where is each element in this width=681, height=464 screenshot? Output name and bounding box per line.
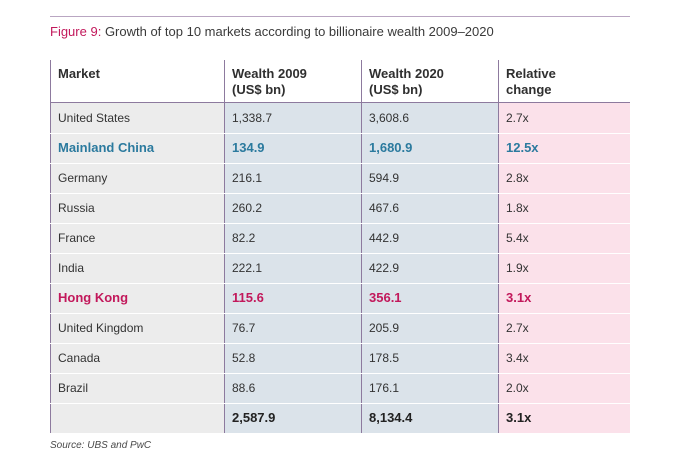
- table-cell-market: Germany: [58, 171, 108, 185]
- header-wealth-2020: Wealth 2020 (US$ bn): [369, 66, 444, 98]
- row-separator: [50, 163, 630, 164]
- table-cell-w2020: 467.6: [369, 201, 400, 215]
- table-cell-market: France: [58, 231, 96, 245]
- column-divider: [498, 60, 499, 433]
- row-separator: [50, 403, 630, 404]
- header-wealth-2009-line2: (US$ bn): [232, 82, 286, 97]
- source-note: Source: UBS and PwC: [50, 440, 152, 451]
- table-cell-w2020: 176.1: [369, 381, 400, 395]
- table-cell-rel: 3.4x: [506, 351, 529, 365]
- figure-title: Figure 9: Growth of top 10 markets accor…: [50, 24, 494, 39]
- table-cell-rel: 1.8x: [506, 201, 529, 215]
- table-cell-rel: 2.7x: [506, 111, 529, 125]
- row-separator: [50, 313, 630, 314]
- row-separator: [50, 373, 630, 374]
- table-cell-w2020: 1,680.9: [369, 140, 413, 155]
- table-cell-w2009: 222.1: [232, 261, 263, 275]
- row-separator: [50, 283, 630, 284]
- table-cell-market: Brazil: [58, 381, 89, 395]
- wealth-2020-column-bg: [361, 103, 498, 433]
- column-divider: [361, 60, 362, 433]
- table-cell-w2020: 594.9: [369, 171, 400, 185]
- total-cell-w2020: 8,134.4: [369, 410, 413, 425]
- header-relative-line1: Relative: [506, 66, 556, 81]
- table-cell-w2009: 134.9: [232, 140, 265, 155]
- table-cell-market: Canada: [58, 351, 101, 365]
- row-separator: [50, 223, 630, 224]
- table-cell-rel: 2.7x: [506, 321, 529, 335]
- table-cell-rel: 1.9x: [506, 261, 529, 275]
- header-wealth-2009-line1: Wealth 2009: [232, 66, 307, 81]
- table-cell-market: Russia: [58, 201, 95, 215]
- table-cell-w2020: 205.9: [369, 321, 400, 335]
- header-market: Market: [58, 66, 100, 81]
- market-column-bg: [50, 103, 224, 433]
- relative-column-bg: [498, 103, 630, 433]
- table-cell-w2009: 52.8: [232, 351, 256, 365]
- row-separator: [50, 133, 630, 134]
- top-rule: [50, 16, 630, 17]
- table-cell-market: India: [58, 261, 85, 275]
- table-cell-rel: 2.8x: [506, 171, 529, 185]
- table-cell-market: Mainland China: [58, 140, 155, 155]
- table-cell-market: United States: [58, 111, 131, 125]
- table-cell-rel: 5.4x: [506, 231, 529, 245]
- figure-label: Figure 9:: [50, 24, 102, 39]
- table-cell-w2009: 76.7: [232, 321, 256, 335]
- column-divider: [50, 60, 51, 433]
- header-relative-line2: change: [506, 82, 552, 97]
- table-cell-w2009: 260.2: [232, 201, 263, 215]
- row-separator: [50, 343, 630, 344]
- header-wealth-2009: Wealth 2009 (US$ bn): [232, 66, 307, 98]
- wealth-2009-column-bg: [224, 103, 361, 433]
- table-cell-w2009: 216.1: [232, 171, 263, 185]
- table-cell-market: United Kingdom: [58, 321, 144, 335]
- header-rule: [50, 102, 630, 103]
- total-cell-rel: 3.1x: [506, 410, 532, 425]
- table-cell-w2020: 422.9: [369, 261, 400, 275]
- table-cell-w2009: 115.6: [232, 290, 264, 305]
- header-wealth-2020-line1: Wealth 2020: [369, 66, 444, 81]
- table-cell-w2020: 178.5: [369, 351, 400, 365]
- table-cell-w2009: 88.6: [232, 381, 256, 395]
- figure-title-text: Growth of top 10 markets according to bi…: [104, 24, 494, 39]
- row-separator: [50, 193, 630, 194]
- table-cell-w2020: 442.9: [369, 231, 400, 245]
- wealth-table: Market Wealth 2009 (US$ bn) Wealth 2020 …: [50, 60, 630, 433]
- table-cell-market: Hong Kong: [58, 290, 129, 305]
- table-cell-w2009: 82.2: [232, 231, 256, 245]
- table-cell-rel: 12.5x: [506, 140, 539, 155]
- header-relative-change: Relative change: [506, 66, 556, 98]
- header-wealth-2020-line2: (US$ bn): [369, 82, 423, 97]
- table-cell-w2020: 356.1: [369, 290, 402, 305]
- table-cell-w2020: 3,608.6: [369, 111, 410, 125]
- total-cell-w2009: 2,587.9: [232, 410, 276, 425]
- column-divider: [224, 60, 225, 433]
- table-cell-rel: 2.0x: [506, 381, 529, 395]
- table-cell-rel: 3.1x: [506, 290, 532, 305]
- table-cell-w2009: 1,338.7: [232, 111, 273, 125]
- row-separator: [50, 253, 630, 254]
